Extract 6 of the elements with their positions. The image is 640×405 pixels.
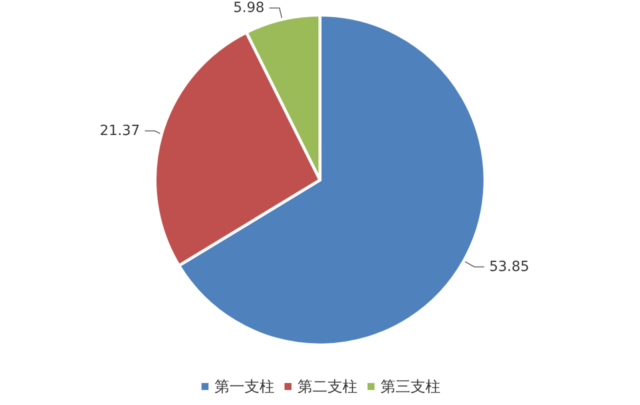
data-label: 21.37 <box>100 122 140 139</box>
data-label: 53.85 <box>489 258 530 275</box>
legend-label: 第三支柱 <box>380 378 440 396</box>
data-label: 5.98 <box>233 0 264 16</box>
legend-label: 第一支柱 <box>214 378 274 396</box>
legend-label: 第二支柱 <box>298 378 358 396</box>
